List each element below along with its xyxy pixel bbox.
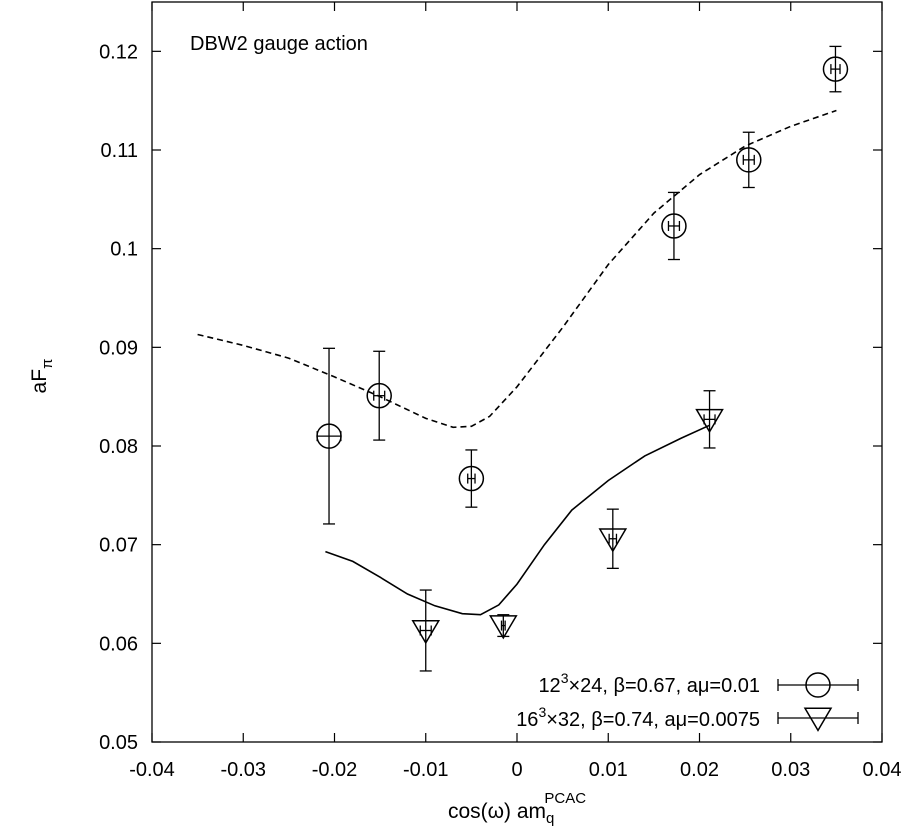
circle-marker <box>316 423 342 449</box>
x-tick-label: 0.03 <box>771 759 810 781</box>
legend-marker-series-2 <box>777 707 859 732</box>
x-tick-label: 0 <box>511 759 522 781</box>
data-point-series-1 <box>736 131 762 189</box>
fit-curves <box>197 109 837 616</box>
x-tick-label: -0.02 <box>312 759 358 781</box>
triangle-marker <box>489 615 518 640</box>
x-tick-label: 0.01 <box>589 759 628 781</box>
fit-curve-dashed <box>197 109 837 429</box>
legend: 123×24, β=0.67, aμ=0.01 163×32, β=0.74, … <box>516 670 859 732</box>
x-tick-label: 0.04 <box>863 759 902 781</box>
legend-label-series-1: 123×24, β=0.67, aμ=0.01 <box>538 670 760 697</box>
y-tick-label: 0.07 <box>99 535 138 557</box>
x-tick-label: 0.02 <box>680 759 719 781</box>
legend-circle-marker <box>805 672 831 698</box>
y-tick-label: 0.05 <box>99 732 138 754</box>
data-point-series-2 <box>695 390 724 449</box>
x-axis-label: cos(ω) amqPCAC <box>448 790 586 827</box>
y-axis-label: aFπ <box>28 359 56 394</box>
legend-triangle-marker <box>803 707 833 732</box>
x-tick-label: -0.04 <box>129 759 175 781</box>
axis-ticks: -0.04 -0.03 -0.02 -0.01 0 0.01 0.02 0.03 0.04 0.0… <box>99 2 901 781</box>
data-points <box>316 45 849 672</box>
data-point-series-1 <box>316 347 342 525</box>
triangle-marker <box>411 620 441 645</box>
y-tick-label: 0.11 <box>101 140 138 162</box>
y-tick-label: 0.08 <box>99 436 138 458</box>
legend-marker-series-1 <box>777 672 859 698</box>
data-point-series-1 <box>458 449 485 508</box>
circle-marker <box>366 382 392 409</box>
data-point-series-1 <box>366 350 392 441</box>
plot-annotation: DBW2 gauge action <box>190 33 368 55</box>
triangle-marker <box>695 408 724 434</box>
y-tick-label: 0.06 <box>99 633 138 655</box>
circle-marker <box>458 465 485 492</box>
data-point-series-1 <box>822 45 849 93</box>
y-tick-label: 0.1 <box>110 239 138 261</box>
circle-marker <box>736 147 762 173</box>
plot-frame <box>151 1 883 743</box>
legend-label-series-2: 163×32, β=0.74, aμ=0.0075 <box>516 704 760 731</box>
data-point-series-2 <box>598 508 628 569</box>
y-tick-label: 0.12 <box>99 41 138 63</box>
circle-marker <box>822 56 849 82</box>
data-point-series-2 <box>411 589 441 672</box>
triangle-marker <box>598 528 628 553</box>
data-point-series-1 <box>661 191 687 261</box>
circle-marker <box>661 213 687 239</box>
x-tick-label: -0.03 <box>220 759 266 781</box>
y-tick-label: 0.09 <box>99 337 138 359</box>
fit-curve-solid <box>325 424 710 616</box>
data-point-series-2 <box>489 614 518 640</box>
legend-markers <box>777 672 859 732</box>
x-tick-label: -0.01 <box>403 759 449 781</box>
